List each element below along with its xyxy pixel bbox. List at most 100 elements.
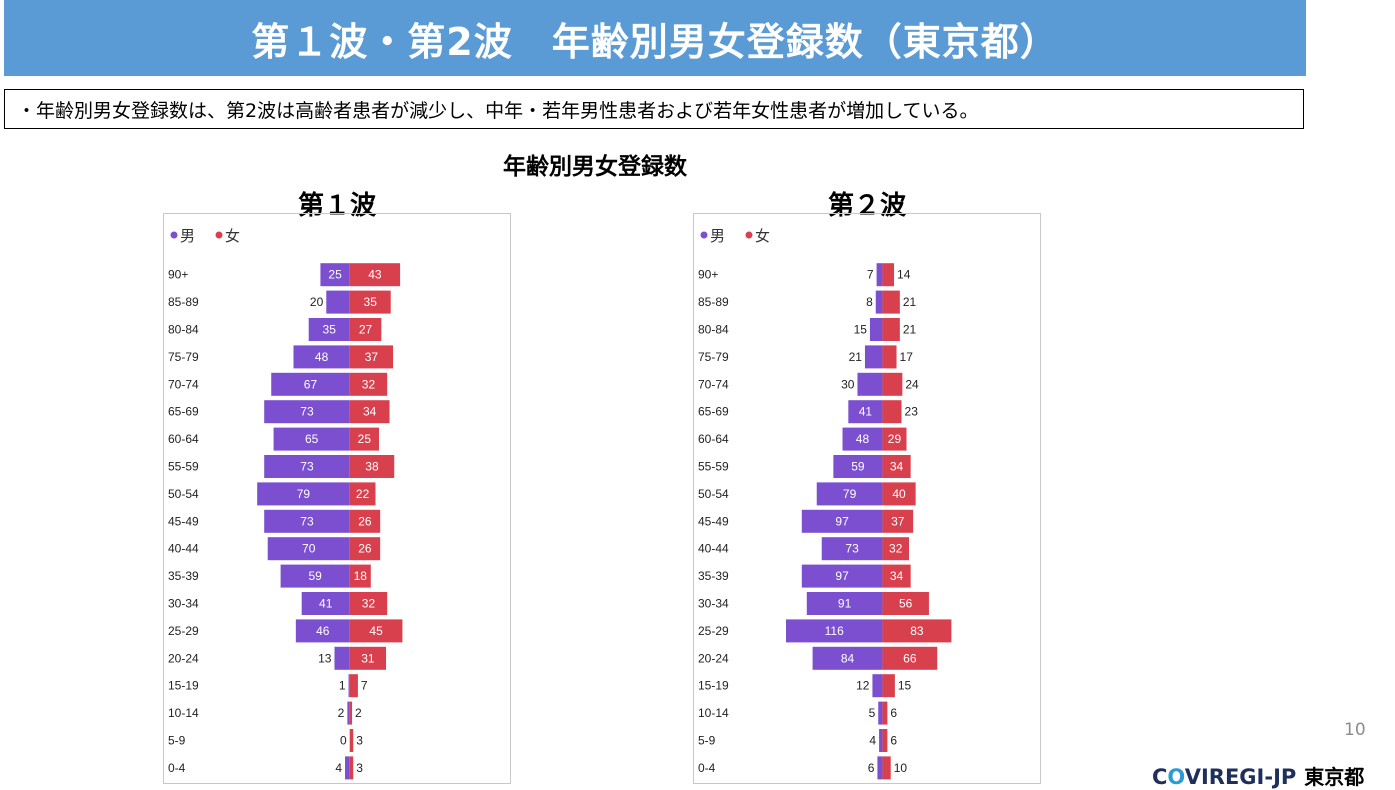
female-value-label: 38: [365, 460, 379, 474]
male-value-label: 79: [843, 487, 857, 501]
male-value-label: 73: [845, 542, 859, 556]
female-bar: [349, 345, 394, 369]
male-bar: [801, 564, 883, 588]
age-label: 10-14: [168, 706, 199, 720]
female-value-label: 21: [903, 295, 917, 309]
age-label: 40-44: [698, 542, 729, 556]
male-value-label: 15: [854, 323, 868, 337]
male-value-label: 8: [866, 295, 873, 309]
chart-heading: 年齢別男女登録数: [503, 154, 687, 180]
male-bar: [872, 674, 883, 698]
female-value-label: 37: [365, 350, 379, 364]
male-value-label: 0: [340, 734, 347, 748]
female-bar: [882, 427, 907, 451]
male-value-label: 73: [300, 405, 314, 419]
female-value-label: 34: [890, 460, 904, 474]
male-bar: [295, 619, 350, 643]
male-value-label: 116: [825, 624, 844, 638]
female-value-label: 45: [369, 624, 383, 638]
female-bar: [882, 646, 938, 670]
female-value-label: 35: [364, 295, 378, 309]
male-value-label: 25: [328, 268, 342, 282]
female-bar: [349, 509, 381, 533]
male-value-label: 48: [856, 432, 870, 446]
chart-legend: 男女: [700, 227, 770, 245]
age-label: 10-14: [698, 706, 729, 720]
legend-marker-female: [215, 231, 223, 239]
age-label: 55-59: [698, 460, 729, 474]
male-value-label: 6: [868, 761, 875, 775]
age-label: 60-64: [168, 432, 199, 446]
age-label: 90+: [698, 268, 718, 282]
male-bar: [842, 427, 883, 451]
female-value-label: 15: [898, 679, 912, 693]
age-label: 45-49: [168, 514, 199, 528]
female-value-label: 21: [903, 323, 917, 337]
female-value-label: 22: [356, 487, 370, 501]
male-bar: [271, 372, 350, 396]
female-bar: [349, 290, 391, 314]
male-bar: [816, 482, 883, 506]
female-value-label: 66: [903, 651, 917, 665]
female-bar: [882, 400, 902, 424]
male-bar: [786, 619, 883, 643]
age-label: 65-69: [168, 405, 199, 419]
female-bar: [349, 674, 358, 698]
female-value-label: 18: [354, 569, 368, 583]
female-bar: [882, 564, 911, 588]
male-value-label: 2: [338, 706, 345, 720]
page-title: 第１波・第2波 年齢別男女登録数（東京都）: [251, 19, 1059, 64]
female-bar: [882, 318, 900, 341]
female-value-label: 24: [905, 377, 919, 391]
male-bar: [293, 345, 350, 369]
male-value-label: 97: [835, 569, 849, 583]
male-value-label: 12: [856, 679, 870, 693]
male-value-label: 5: [869, 706, 876, 720]
female-bar: [349, 619, 403, 643]
male-bar: [878, 701, 883, 725]
male-value-label: 91: [838, 597, 852, 611]
male-bar: [301, 592, 350, 615]
age-label: 0-4: [168, 761, 186, 775]
female-bar: [882, 345, 897, 369]
male-bar: [877, 756, 883, 780]
age-label: 45-49: [698, 514, 729, 528]
male-bar: [869, 318, 883, 341]
male-bar: [806, 592, 883, 615]
age-label: 85-89: [168, 295, 199, 309]
male-bar: [348, 674, 350, 698]
logo-text-c: C: [1152, 765, 1168, 789]
wave1-chart-frame: 男女 90+ 25 43 85-89 20 35 80-84 35 27 75-79 48 37 70-7…: [163, 213, 511, 784]
legend-label-female: 女: [755, 227, 770, 245]
male-bar: [308, 318, 350, 341]
male-value-label: 67: [304, 377, 318, 391]
logo-text-rest: VIREGI-JP: [1184, 765, 1297, 789]
female-bar: [882, 455, 911, 478]
female-bar: [882, 674, 895, 698]
logo-text-o: O: [1167, 765, 1185, 789]
summary-text: ・年齢別男女登録数は、第2波は高齢者患者が減少し、中年・若年男性患者および若年女…: [17, 99, 979, 122]
female-bar: [882, 729, 888, 752]
male-value-label: 21: [849, 350, 863, 364]
female-value-label: 3: [356, 761, 363, 775]
male-bar: [833, 455, 883, 478]
male-bar: [347, 701, 350, 725]
female-bar: [349, 564, 371, 588]
female-bar: [349, 756, 354, 780]
female-value-label: 43: [368, 268, 382, 282]
male-bar: [264, 400, 350, 424]
male-value-label: 97: [835, 514, 849, 528]
female-bar: [349, 592, 388, 615]
male-value-label: 7: [867, 268, 874, 282]
age-label: 35-39: [698, 569, 729, 583]
male-value-label: 73: [300, 514, 314, 528]
age-label: 80-84: [698, 323, 729, 337]
female-value-label: 83: [910, 624, 924, 638]
legend-marker-male: [700, 231, 708, 239]
male-value-label: 13: [318, 651, 332, 665]
male-value-label: 41: [859, 405, 873, 419]
female-value-label: 17: [900, 350, 914, 364]
male-bar: [345, 756, 350, 780]
female-value-label: 2: [355, 706, 362, 720]
male-value-label: 35: [323, 323, 337, 337]
